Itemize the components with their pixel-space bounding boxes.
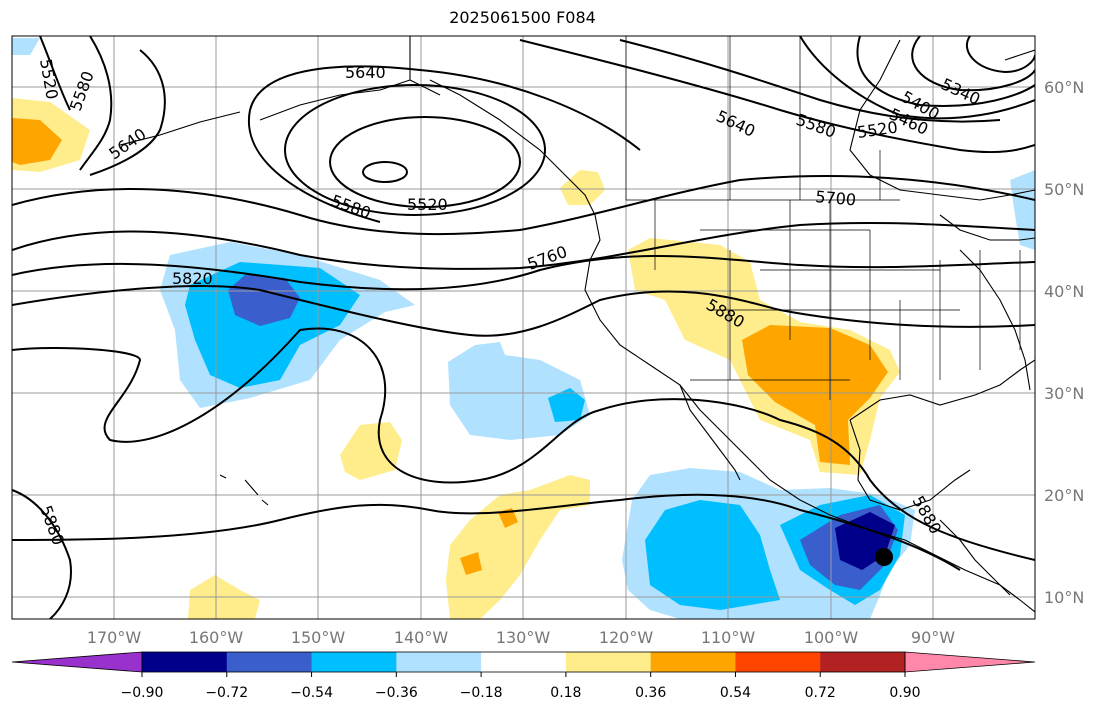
colorbar-tick-label: 0.90 <box>889 685 920 701</box>
colorbar-tick-label: 0.36 <box>635 685 666 701</box>
latitude-labels: 60°N 50°N 40°N 30°N 20°N 10°N <box>1044 78 1084 607</box>
lon-label: 150°W <box>291 628 346 647</box>
colorbar-tick-label: −0.18 <box>460 685 503 701</box>
lon-label: 110°W <box>701 628 756 647</box>
lat-label: 40°N <box>1044 282 1084 301</box>
height-contours <box>12 36 1035 619</box>
colorbar-tick-label: −0.90 <box>121 685 164 701</box>
colorbar-tick-label: 0.72 <box>805 685 836 701</box>
colorbar-segment <box>820 652 906 672</box>
contour-label: 5520 <box>407 195 448 214</box>
coastlines <box>119 36 1035 613</box>
contour-label: 5700 <box>815 187 857 209</box>
colorbar-extend-high <box>904 651 1036 673</box>
lat-label: 50°N <box>1044 180 1084 199</box>
colorbar-segment <box>481 652 567 672</box>
positive-anomaly-core-tropical-pacific-2 <box>460 552 482 575</box>
colorbar-tick-label: 0.54 <box>720 685 751 701</box>
colorbar-frame <box>141 651 906 673</box>
lon-label: 130°W <box>496 628 551 647</box>
positive-anomaly-region-pacific-northwest <box>560 170 605 205</box>
negative-anomaly-core-mexico <box>645 500 780 610</box>
lat-label: 20°N <box>1044 486 1084 505</box>
colorbar-segment <box>650 652 736 672</box>
contour-label: 5640 <box>345 63 386 82</box>
colorbar-segment <box>311 652 397 672</box>
positive-anomaly-region-hawaii <box>340 422 402 480</box>
colorbar-extend-low <box>11 651 143 673</box>
colorbar: −0.90 −0.72 −0.54 −0.36 −0.18 0.18 0.36 0.54 0.7… <box>11 651 1036 701</box>
lon-label: 90°W <box>911 628 955 647</box>
longitude-labels: 170°W 160°W 150°W 140°W 130°W 120°W 110°… <box>87 628 955 647</box>
colorbar-tick-label: −0.36 <box>375 685 418 701</box>
lon-label: 170°W <box>87 628 142 647</box>
storm-center-marker <box>875 548 893 566</box>
colorbar-segment <box>226 652 313 672</box>
graticule <box>12 36 1035 619</box>
negative-anomaly-core-central-pacific <box>185 262 360 388</box>
colorbar-segment <box>396 652 482 672</box>
colorbar-segment <box>142 652 228 672</box>
positive-anomaly-core-southwest-us <box>742 325 888 465</box>
positive-anomaly-region-tropical-pacific <box>446 475 590 619</box>
lon-label: 140°W <box>394 628 449 647</box>
contour-label: 5820 <box>172 269 213 288</box>
positive-anomaly-region-nw-core <box>12 118 62 165</box>
colorbar-tick-label: −0.72 <box>205 685 248 701</box>
lon-label: 120°W <box>599 628 654 647</box>
negative-anomaly-region-nw <box>12 38 40 55</box>
negative-anomaly-core-east-pacific <box>548 388 585 422</box>
lat-label: 30°N <box>1044 384 1084 403</box>
lon-label: 160°W <box>189 628 244 647</box>
colorbar-tick-label: −0.54 <box>290 685 333 701</box>
lat-label: 10°N <box>1044 588 1084 607</box>
map-layers: 5520 5580 5640 5640 5580 5520 5640 5580 … <box>12 36 1035 619</box>
lat-label: 60°N <box>1044 78 1084 97</box>
colorbar-tick-label: 0.18 <box>550 685 581 701</box>
map-frame <box>11 35 1036 620</box>
lon-label: 100°W <box>804 628 859 647</box>
colorbar-segment <box>565 652 652 672</box>
colorbar-segment <box>735 652 821 672</box>
map-title: 2025061500 F084 <box>449 8 596 27</box>
